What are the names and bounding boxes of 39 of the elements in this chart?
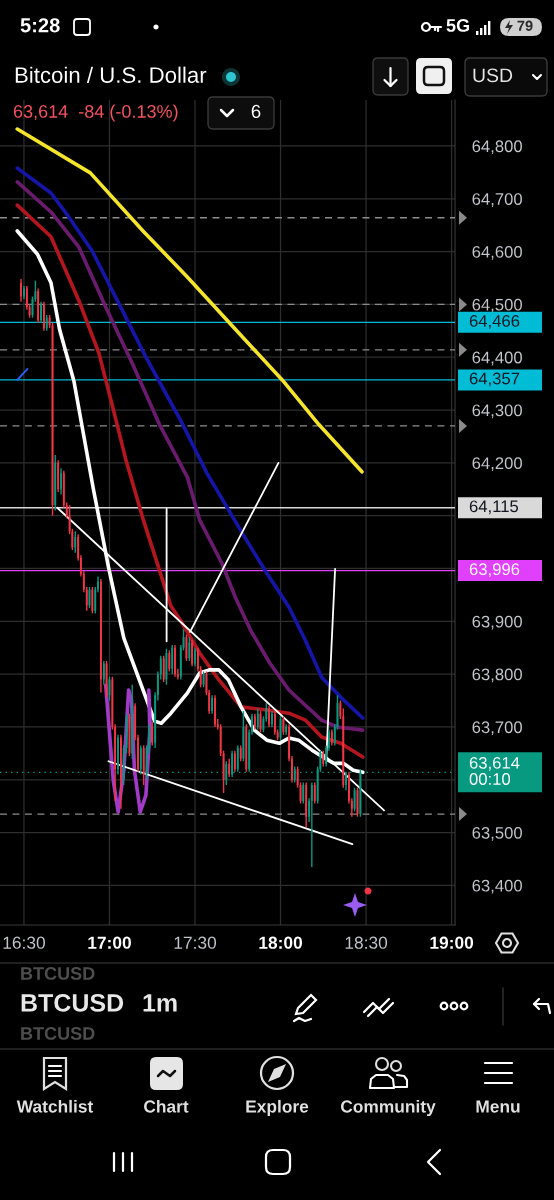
text: Chart [144,1099,189,1113]
chart-title: Bitcoin / U.S. Dollar [15,66,207,83]
text: Menu [476,1100,520,1113]
y-tick-label: 63,900 [472,615,522,630]
y-tick-label: 64,600 [472,245,522,260]
text: Community [340,1099,436,1117]
x-tick-label: 18:00 [259,936,303,949]
ref-line-label: 64,115 [469,500,519,515]
ref-line-label: 64,466 [469,315,520,329]
y-tick-label: 64,500 [472,298,522,313]
y-tick-label: 64,300 [472,404,522,419]
text: 79 [517,20,533,31]
x-tick-label: 19:00 [430,936,474,949]
y-tick-label: 63,700 [472,721,522,736]
x-tick-label: 17:30 [174,936,217,949]
ref-line-label: 64,357 [469,372,520,387]
y-tick-label: 63,800 [472,668,522,683]
text: Explore [246,1099,309,1117]
text: BTCUSD [21,994,124,1012]
text: 5G [446,19,469,32]
y-tick-label: 64,800 [472,140,522,155]
text: 5:28 [20,18,60,33]
y-tick-label: 63,400 [472,879,522,894]
text: BTCUSD [21,967,95,980]
y-tick-label: 64,200 [472,457,522,472]
text: Watchlist [16,1099,94,1113]
text: USD [473,68,513,83]
x-tick-label: 18:30 [345,936,388,949]
y-tick-label: 64,400 [472,351,522,366]
x-tick-label: 16:30 [3,936,45,949]
text: BTCUSD [21,1027,95,1040]
ref-line-label: 63,996 [469,563,520,578]
annotation: 6 [251,104,261,119]
x-tick-label: 17:00 [88,936,131,949]
y-tick-label: 64,700 [472,193,522,207]
chart-subtitle: 63,614 -84 (-0.13%) [13,104,178,122]
y-tick-label: 63,500 [472,826,522,841]
text: 1m [143,994,177,1012]
ref-line-label: 63,614 00:10 [469,756,520,785]
